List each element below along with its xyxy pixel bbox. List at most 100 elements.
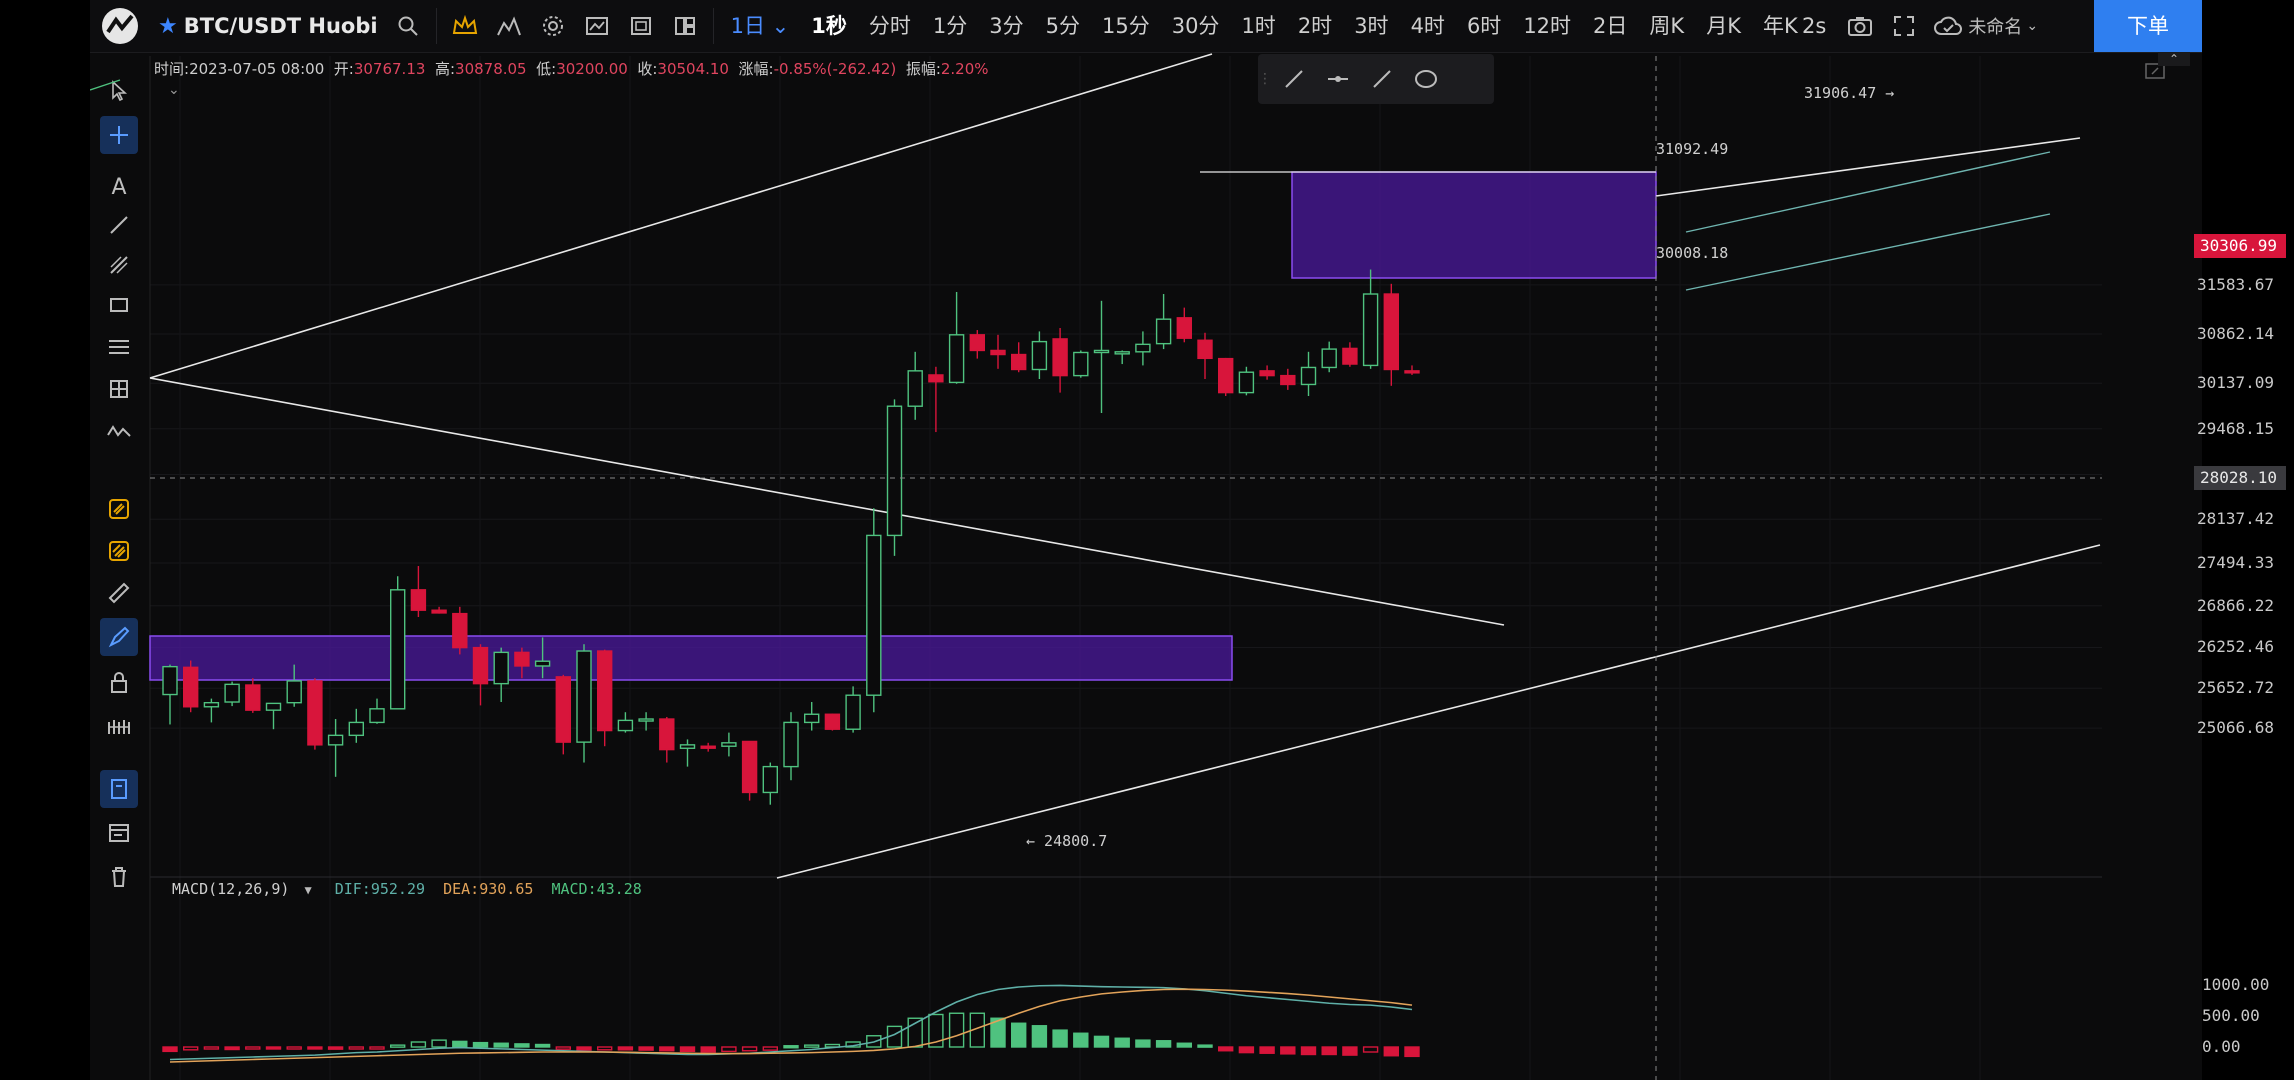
low-value: 30200.00	[556, 60, 628, 78]
interval-tab[interactable]: 30分	[1171, 14, 1220, 38]
candle-body	[928, 374, 944, 383]
ohlc-legend: 时间:2023-07-05 08:00 开:30767.13 高:30878.0…	[154, 58, 989, 79]
candle-body	[472, 646, 489, 685]
right-controls: 2s 未命名 ⌄	[1790, 0, 2046, 52]
interval-tab[interactable]: 1时	[1241, 14, 1276, 38]
cloud-icon	[1934, 16, 1963, 35]
ray-tool-icon[interactable]	[1272, 57, 1316, 101]
interval-tab[interactable]: 3分	[989, 14, 1024, 38]
interval-tab[interactable]: 2时	[1297, 14, 1333, 38]
candle-body	[1135, 343, 1151, 353]
indicators-icon[interactable]	[487, 4, 531, 48]
interval-tab[interactable]: 周K	[1649, 14, 1685, 38]
horizontal-lines-icon[interactable]	[100, 328, 138, 366]
candle-body	[824, 713, 841, 730]
segment-tool-icon[interactable]	[1360, 57, 1404, 101]
candle-body	[390, 589, 406, 710]
trend-line-icon[interactable]	[100, 206, 138, 244]
candle-body	[576, 650, 592, 743]
candle-body	[990, 349, 1006, 356]
candle-body	[265, 702, 282, 711]
drawing-mini-toolbar: ⋮	[1258, 54, 1494, 104]
template-icon[interactable]	[619, 4, 663, 48]
lock-icon[interactable]	[100, 664, 138, 702]
magnet-icon[interactable]	[100, 490, 138, 528]
chart-image-icon[interactable]	[575, 4, 619, 48]
trash-icon[interactable]	[100, 858, 138, 896]
interval-tab[interactable]: 1日 ⌄	[730, 14, 790, 38]
app-logo-icon[interactable]	[90, 4, 150, 48]
brush-icon[interactable]	[100, 618, 138, 656]
macd-bar	[1300, 1046, 1317, 1056]
interval-tab[interactable]: 年K	[1762, 14, 1798, 38]
star-icon[interactable]: ★	[158, 13, 178, 39]
circle-tool-icon[interactable]	[1404, 57, 1448, 101]
candle-body	[597, 650, 613, 732]
divider	[435, 8, 437, 44]
symbol-selector[interactable]: ★ BTC/USDT Huobi	[150, 14, 386, 39]
interval-tab[interactable]: 4时	[1410, 14, 1445, 38]
text-tool-icon[interactable]: A	[111, 174, 127, 200]
place-order-button[interactable]: 下单	[2094, 0, 2202, 52]
refresh-interval[interactable]: 2s	[1802, 14, 1827, 38]
interval-tab[interactable]: 2日	[1593, 14, 1628, 38]
candle-body	[1383, 293, 1400, 371]
change-value: -0.85%(-262.42)	[773, 60, 897, 78]
ruler-icon[interactable]	[100, 574, 138, 612]
price-tick: 25066.68	[2197, 718, 2275, 738]
camera-icon[interactable]	[1838, 4, 1882, 48]
macd-bar	[659, 1046, 675, 1052]
interval-tab[interactable]: 12时	[1523, 14, 1572, 38]
crosshair-icon[interactable]	[100, 116, 138, 154]
candle-body	[162, 665, 178, 696]
rectangle-tool-icon[interactable]	[100, 286, 138, 324]
grid-tool-icon[interactable]	[100, 370, 138, 408]
interval-tab[interactable]: 月K	[1706, 14, 1741, 38]
macd-bar	[265, 1046, 282, 1050]
caret-down-icon[interactable]: ▼	[304, 883, 312, 897]
object-tree-icon[interactable]	[100, 770, 138, 808]
candle-body	[493, 651, 509, 685]
cloud-save[interactable]: 未命名 ⌄	[1926, 13, 2046, 39]
crown-icon[interactable]	[443, 4, 487, 48]
candle-body	[410, 589, 427, 611]
interval-tab[interactable]: 5分	[1045, 14, 1080, 38]
hide-drawings-icon[interactable]	[100, 708, 138, 746]
candle-body	[783, 721, 799, 768]
interval-tab[interactable]: 3时	[1354, 14, 1389, 38]
interval-tab[interactable]: 分时	[868, 14, 911, 38]
interval-tabs: 1日 ⌄ 1秒 分时 1分 3分 5分 15分 30分 1时 2时 3时 4时 6时 12时 2日 周K 月K 年…	[720, 0, 1809, 52]
strong-magnet-icon[interactable]	[100, 532, 138, 570]
amplitude-value: 2.20%	[940, 60, 989, 78]
macd-bar	[1093, 1035, 1110, 1048]
expand-pane-icon[interactable]	[2144, 62, 2166, 84]
chevron-up-icon[interactable]: ⌃	[2158, 52, 2190, 66]
interval-tab[interactable]: 1秒	[811, 14, 847, 38]
fib-tool-icon[interactable]	[100, 246, 138, 284]
macd-bar	[762, 1046, 778, 1051]
gear-icon[interactable]	[531, 4, 575, 48]
macd-bar	[410, 1041, 427, 1048]
cursor-arrow-icon[interactable]	[100, 72, 138, 110]
horizontal-line-icon[interactable]	[1316, 57, 1360, 101]
interval-tab[interactable]: 6时	[1466, 14, 1502, 38]
pattern-tool-icon[interactable]	[100, 412, 138, 450]
drawing-toolbar: A	[90, 56, 148, 1080]
edit-layout-icon[interactable]	[100, 814, 138, 852]
crosshair-price-badge: 28028.10	[2194, 466, 2286, 490]
interval-tab[interactable]: 15分	[1101, 14, 1150, 38]
interval-tab[interactable]: 1分	[932, 14, 968, 38]
macd-title[interactable]: MACD(12,26,9)	[172, 880, 290, 898]
candle-body	[286, 680, 302, 704]
support-zone	[149, 635, 1233, 681]
layout-icon[interactable]	[663, 4, 707, 48]
macd-bar	[1011, 1022, 1027, 1048]
search-icon[interactable]	[386, 4, 430, 48]
candle-body	[804, 713, 820, 724]
macd-bar	[804, 1044, 820, 1048]
fullscreen-icon[interactable]	[1882, 4, 1926, 48]
drag-handle-icon[interactable]: ⋮	[1258, 71, 1272, 87]
collapse-legend-icon[interactable]: ⌄	[168, 82, 180, 98]
price-chart[interactable]	[90, 0, 2202, 1080]
candle-body	[1197, 339, 1213, 360]
